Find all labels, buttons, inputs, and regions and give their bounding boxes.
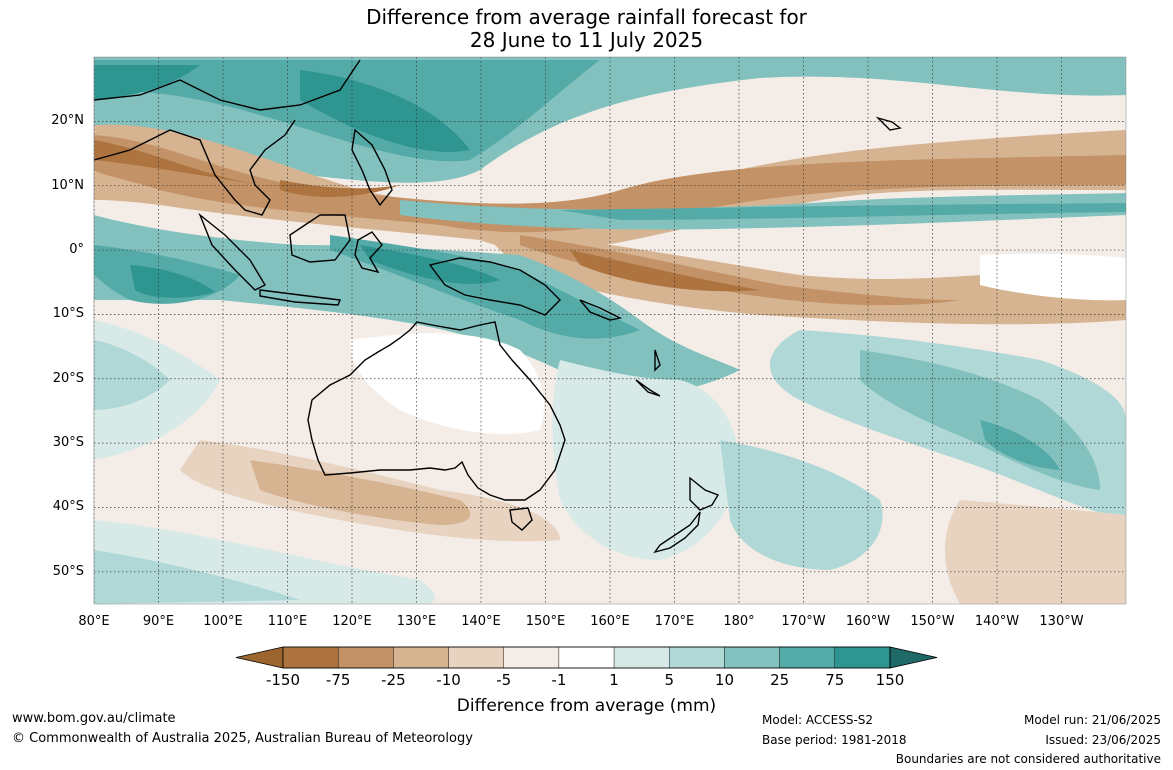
colorbar-segment [558, 646, 615, 669]
colorbar-tick-label: -75 [325, 671, 351, 689]
latitude-label: 50°S [52, 563, 84, 579]
longitude-label: 150°W [910, 614, 955, 629]
colorbar-segment [393, 646, 449, 669]
colorbar-segment [834, 646, 891, 669]
longitude-label: 140°E [461, 614, 501, 629]
vanuatu-coastline [654, 349, 661, 372]
colorbar-tick-label: -10 [436, 671, 461, 689]
hawaii-coastline [875, 116, 902, 131]
solomon-islands-coastline [579, 299, 623, 321]
longitude-label: 120°E [332, 614, 372, 629]
longitude-label: 90°E [142, 614, 175, 629]
website-link[interactable]: www.bom.gov.au/climate [12, 711, 176, 726]
colorbar-tick-label: 75 [825, 671, 845, 689]
colorbar-segment [503, 646, 560, 669]
tasmania-coastline [509, 507, 533, 531]
australia-coastline [307, 321, 566, 501]
map-title-line-2: 28 June to 11 July 2025 [469, 28, 704, 52]
map-title-line-1: Difference from average rainfall forecas… [366, 5, 807, 29]
new-caledonia-coastline [635, 379, 661, 397]
colorbar-tick-label: 150 [875, 671, 905, 689]
sumatra-coastline [198, 212, 266, 291]
asia-coastline [93, 59, 361, 216]
colorbar-tick-label: -1 [551, 671, 567, 689]
new-zealand-north-coastline [689, 476, 720, 511]
colorbar-segment [669, 646, 725, 669]
colorbar-outline [282, 646, 891, 669]
copyright-notice: © Commonwealth of Australia 2025, Austra… [12, 731, 473, 746]
model-run-date: Model run: 21/06/2025 [1023, 713, 1161, 727]
colorbar-segment [448, 646, 504, 669]
latitude-label: 20°N [51, 113, 84, 129]
colorbar [235, 646, 938, 669]
base-period: Base period: 1981-2018 [762, 733, 907, 747]
longitude-label: 100°E [203, 614, 243, 629]
latitude-label: 40°S [52, 499, 84, 515]
colorbar-extend-low [235, 646, 284, 669]
graticule [93, 57, 1126, 604]
colorbar-segment [337, 646, 394, 669]
model-name: Model: ACCESS-S2 [762, 713, 874, 727]
longitude-label: 130°W [1039, 614, 1084, 629]
colorbar-segment [779, 646, 836, 669]
latitude-label: 0° [69, 242, 84, 258]
sulawesi-coastline [354, 231, 383, 274]
latitude-label: 10°S [52, 306, 84, 322]
colorbar-tick-label: 10 [714, 671, 734, 689]
longitude-label: 170°W [781, 614, 826, 629]
latitude-label: 30°S [52, 435, 84, 451]
longitude-label: 160°E [590, 614, 630, 629]
colorbar-tick-label: 1 [609, 671, 619, 689]
latitude-label: 10°N [51, 177, 84, 193]
longitude-label: 150°E [525, 614, 566, 629]
longitude-label: 80°E [78, 614, 110, 629]
longitude-label: 140°W [974, 614, 1020, 629]
java-coastline [259, 289, 341, 306]
longitude-label: 160°W [845, 614, 891, 629]
borneo-coastline [289, 214, 351, 263]
colorbar-tick-label: -5 [496, 671, 512, 689]
boundaries-disclaimer: Boundaries are not considered authoritat… [895, 752, 1161, 766]
issued-date: Issued: 23/06/2025 [1045, 733, 1161, 747]
colorbar-segment [613, 646, 670, 669]
colorbar-segment [724, 646, 780, 669]
map-frame [93, 56, 1127, 605]
longitude-label: 180° [723, 614, 755, 629]
colorbar-tick-label: 25 [770, 671, 790, 689]
coastlines [93, 59, 902, 554]
colorbar-title: Difference from average (mm) [456, 696, 717, 716]
colorbar-tick-label: -25 [381, 671, 406, 689]
rainfall-field [94, 57, 1126, 604]
latitude-label: 20°S [52, 370, 84, 386]
colorbar-tick-label: 5 [664, 671, 675, 689]
longitude-label: 110°E [267, 614, 308, 629]
colorbar-tick-label: -150 [265, 671, 301, 689]
colorbar-segment [282, 646, 339, 669]
longitude-label: 130°E [396, 614, 437, 629]
colorbar-extend-high [889, 646, 938, 669]
new-guinea-coastline [428, 257, 561, 316]
philippines-coastline [351, 128, 393, 207]
longitude-label: 170°E [654, 614, 695, 629]
new-zealand-south-coastline [653, 511, 701, 554]
